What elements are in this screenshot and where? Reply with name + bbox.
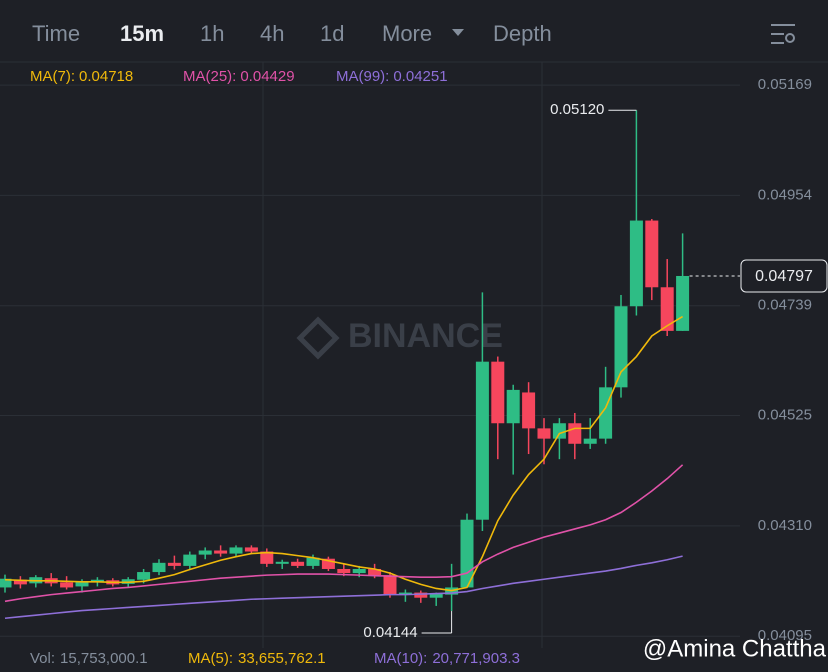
candle-body	[0, 578, 12, 588]
candle-body	[368, 568, 382, 576]
candle-body	[537, 428, 551, 439]
candle-body	[183, 554, 197, 566]
legend-value: 0.04429	[240, 68, 294, 85]
tab[interactable]: 1h	[200, 21, 224, 46]
candle-body	[60, 582, 74, 588]
y-tick-label: 0.04954	[758, 186, 812, 203]
y-tick-label: 0.04739	[758, 297, 812, 314]
candle-body	[676, 275, 690, 331]
candle-body	[383, 575, 397, 595]
legend-name: MA(7):	[30, 68, 75, 85]
candle-body	[491, 361, 505, 424]
candle-body	[614, 306, 628, 388]
caret-icon[interactable]	[452, 29, 464, 36]
candle-body	[167, 562, 181, 566]
candle-body	[568, 423, 582, 444]
ma-line	[4, 464, 684, 603]
candle-body	[229, 547, 243, 554]
candle-body	[429, 593, 443, 598]
settings-icon[interactable]	[771, 24, 795, 44]
tab[interactable]: 15m	[120, 21, 164, 46]
candle-body	[244, 547, 258, 552]
tab[interactable]: More	[382, 21, 432, 46]
candle-body	[198, 550, 212, 555]
candle-body	[414, 592, 428, 598]
candle-body	[629, 220, 643, 307]
candle-body	[306, 557, 320, 566]
low-label: 0.04144	[363, 624, 417, 641]
candle-body	[260, 551, 274, 564]
tab[interactable]: 1d	[320, 21, 344, 46]
legend-name: MA(25):	[183, 68, 236, 85]
candle-body	[645, 220, 659, 288]
candle-body	[137, 572, 151, 580]
candle-body	[291, 561, 305, 566]
ma-line	[4, 555, 683, 620]
y-tick-label: 0.04095	[758, 627, 812, 644]
tab[interactable]: 4h	[260, 21, 284, 46]
candle-body	[660, 287, 674, 331]
last-price-label: 0.04797	[755, 268, 813, 285]
y-tick-label: 0.04310	[758, 517, 812, 534]
y-tick-label: 0.05169	[758, 76, 812, 93]
logo-mark	[296, 316, 340, 360]
candle-body	[75, 581, 89, 587]
candle-body	[506, 389, 520, 424]
candle-body	[152, 562, 166, 573]
volume-name: MA(10):	[374, 650, 427, 667]
legend-value: 0.04718	[79, 68, 133, 85]
candle-body	[552, 423, 566, 439]
volume-value: 15,753,000.1	[60, 650, 148, 667]
ma-line	[4, 315, 684, 592]
candle-body	[522, 392, 536, 429]
candle-body	[214, 550, 228, 554]
credit: @Amina Chattha	[643, 635, 827, 662]
volume-value: 20,771,903.3	[432, 650, 520, 667]
candle-body	[321, 558, 335, 569]
candle-body	[13, 579, 27, 585]
tab[interactable]: Time	[32, 21, 80, 46]
y-tick-label: 0.04525	[758, 407, 812, 424]
candle-body	[475, 361, 489, 520]
high-label: 0.05120	[550, 101, 604, 118]
candle-body	[352, 568, 366, 574]
watermark: BINANCE	[348, 317, 503, 355]
tab[interactable]: Depth	[493, 21, 552, 46]
legend-name: MA(99):	[336, 68, 389, 85]
legend-value: 0.04251	[393, 68, 447, 85]
volume-name: Vol:	[30, 650, 55, 667]
candle-body	[398, 592, 412, 595]
candle-body	[275, 561, 289, 564]
volume-value: 33,655,762.1	[238, 650, 326, 667]
last-price-box	[740, 259, 828, 293]
candle-body	[337, 568, 351, 574]
candle-body	[583, 438, 597, 444]
volume-name: MA(5):	[188, 650, 233, 667]
